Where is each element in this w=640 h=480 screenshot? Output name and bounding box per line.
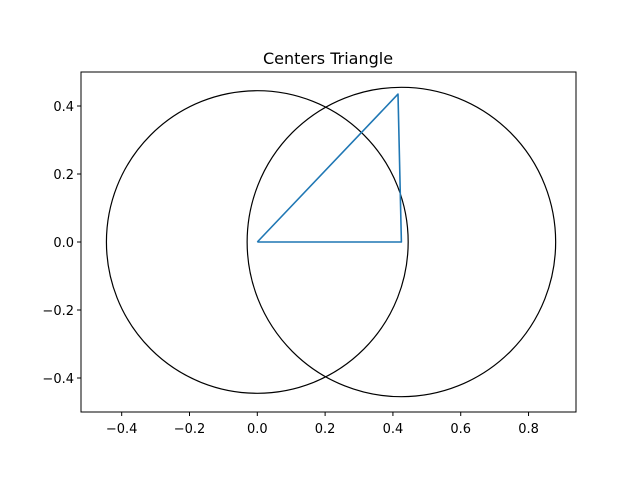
x-tick-label: 0.2 — [315, 422, 336, 437]
chart-title: Centers Triangle — [263, 49, 393, 68]
x-tick-label: 0.8 — [518, 422, 539, 437]
x-tick-label: 0.6 — [450, 422, 471, 437]
y-tick-label: 0.2 — [53, 168, 74, 183]
y-tick-label: −0.2 — [42, 304, 74, 319]
circle-2 — [246, 86, 557, 398]
y-tick-label: −0.4 — [42, 372, 74, 387]
x-tick-label: −0.2 — [174, 422, 206, 437]
y-tick-label: 0.0 — [53, 236, 74, 251]
x-tick-label: 0.0 — [247, 422, 268, 437]
y-tick-label: 0.4 — [53, 100, 74, 115]
y-axis: −0.4 −0.2 0.0 0.2 0.4 — [42, 100, 81, 387]
circle-1 — [105, 90, 409, 394]
x-tick-label: −0.4 — [106, 422, 138, 437]
x-tick-label: 0.4 — [383, 422, 404, 437]
plot-data-layer — [105, 86, 557, 398]
x-axis: −0.4 −0.2 0.0 0.2 0.4 0.6 0.8 — [106, 412, 539, 437]
series-triangle — [256, 93, 403, 243]
